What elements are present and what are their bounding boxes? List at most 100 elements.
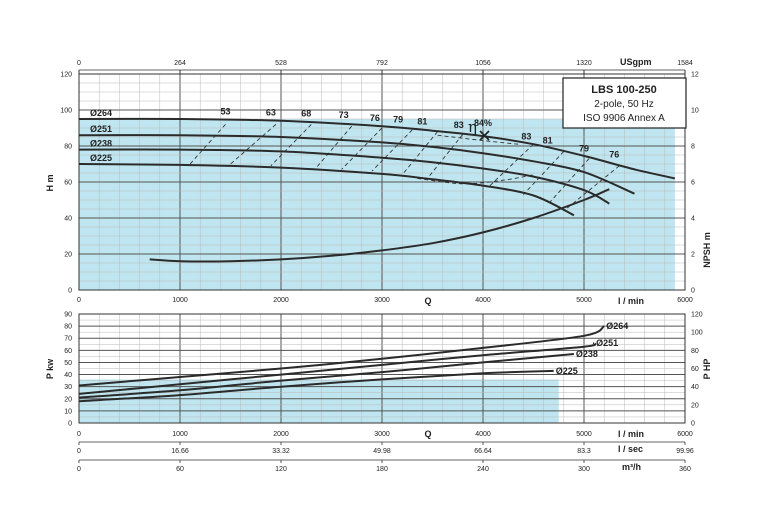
power-y-tick-label: 60 xyxy=(64,348,72,355)
power-x-unit: l / min xyxy=(618,429,644,439)
power-curve-label: Ø264 xyxy=(606,321,628,331)
power-y2-tick-label: 120 xyxy=(691,312,703,319)
extra-axis-tick-label: 49.98 xyxy=(373,448,391,455)
efficiency-contour xyxy=(487,143,534,188)
y-tick-label: 0 xyxy=(68,288,72,295)
head-curve-264 xyxy=(78,117,676,180)
top-tick-label: 1320 xyxy=(576,60,592,67)
power-curve-264 xyxy=(78,325,605,387)
lsec-axis-unit: l / sec xyxy=(618,444,643,454)
y2-tick-label: 12 xyxy=(691,72,699,79)
x-axis-label: Q xyxy=(424,296,431,306)
power-tick-labels: 0 1000 2000 3000 4000 5000 6000010203040506070… xyxy=(64,312,703,439)
head-curve-label: Ø251 xyxy=(90,124,112,134)
efficiency-label: 81 xyxy=(417,116,427,126)
extra-axis-tick-label: 360 xyxy=(679,466,691,473)
power-curve-238 xyxy=(78,353,574,399)
y2-axis-label: NPSH m xyxy=(702,232,712,268)
power-curve-label: Ø225 xyxy=(556,366,578,376)
efficiency-label: 79 xyxy=(393,115,403,125)
top-tick-label: 528 xyxy=(275,60,287,67)
efficiency-label: 83 xyxy=(521,132,531,142)
y-tick-label: 40 xyxy=(64,216,72,223)
power-curve-label: Ø238 xyxy=(576,349,598,359)
y2-tick-label: 6 xyxy=(691,180,695,187)
x-tick-label: 1000 xyxy=(172,297,188,304)
top-axis-unit: USgpm xyxy=(620,57,652,67)
power-chart-frame xyxy=(78,313,686,424)
efficiency-contour xyxy=(548,158,590,204)
extra-axis-tick-label: 0 xyxy=(77,466,81,473)
extra-axis-tick-label: 180 xyxy=(376,466,388,473)
power-grid xyxy=(78,313,686,424)
efficiency-contours: 53 63 68 73 76 79 81 83 84% 83 81 79 76 xyxy=(189,107,620,212)
head-curve-251 xyxy=(78,134,635,195)
extra-axis-tick-label: 66.64 xyxy=(474,448,492,455)
power-y-tick-label: 80 xyxy=(64,324,72,331)
y-tick-label: 120 xyxy=(60,72,72,79)
power-x-label: Q xyxy=(424,429,431,439)
power-y-tick-label: 90 xyxy=(64,312,72,319)
m3h-axis-unit: m³/h xyxy=(622,462,641,472)
efficiency-label: 81 xyxy=(543,135,553,145)
x-tick-label: 2000 xyxy=(273,297,289,304)
efficiency-contour xyxy=(230,124,277,165)
power-y2-label: P HP xyxy=(702,359,712,380)
efficiency-label: 73 xyxy=(339,110,349,120)
power-curve-225 xyxy=(78,369,554,403)
extra-axis-tick-label: 16.66 xyxy=(171,448,189,455)
model-title: LBS 100-250 xyxy=(591,84,656,96)
power-x-tick-label: 4000 xyxy=(475,431,491,438)
power-curve-label: Ø251 xyxy=(596,338,618,348)
efficiency-label: 84% xyxy=(474,118,492,128)
efficiency-contour xyxy=(437,134,519,145)
power-y2-tick-label: 0 xyxy=(691,421,695,428)
y-tick-label: 20 xyxy=(64,252,72,259)
head-curve-NPSH xyxy=(149,188,610,263)
extra-axis-tick-label: 60 xyxy=(176,466,184,473)
extra-axis-tick-label: 83.3 xyxy=(577,448,591,455)
top-tick-label: 1056 xyxy=(475,60,491,67)
power-y-tick-label: 40 xyxy=(64,372,72,379)
power-y-tick-label: 0 xyxy=(68,421,72,428)
power-y-label: P kw xyxy=(45,358,55,379)
head-curves: Ø264 Ø251 Ø238 Ø225 xyxy=(78,108,676,263)
y-tick-label: 100 xyxy=(60,108,72,115)
y2-tick-label: 0 xyxy=(691,288,695,295)
efficiency-contour xyxy=(341,127,383,170)
power-y-tick-label: 30 xyxy=(64,384,72,391)
extra-axis-tick-label: 120 xyxy=(275,466,287,473)
efficiency-label: 79 xyxy=(579,143,589,153)
power-y2-tick-label: 40 xyxy=(691,384,699,391)
power-y-tick-label: 70 xyxy=(64,336,72,343)
power-y-tick-label: 20 xyxy=(64,396,72,403)
head-curve-label: Ø264 xyxy=(90,108,112,118)
x-tick-label: 4000 xyxy=(475,297,491,304)
y2-tick-label: 8 xyxy=(691,144,695,151)
power-x-tick-label: 5000 xyxy=(576,431,592,438)
efficiency-label: 63 xyxy=(266,107,276,117)
power-y2-tick-label: 60 xyxy=(691,366,699,373)
efficiency-contour xyxy=(427,134,464,179)
efficiency-contour xyxy=(371,129,413,172)
head-curve-label: Ø238 xyxy=(90,139,112,149)
power-curve-251 xyxy=(78,342,597,395)
x-tick-label: 0 xyxy=(77,297,81,304)
efficiency-contour xyxy=(189,124,226,165)
y-tick-label: 60 xyxy=(64,180,72,187)
efficiency-contour xyxy=(401,131,438,176)
efficiency-label: 76 xyxy=(370,113,380,123)
power-x-tick-label: 1000 xyxy=(172,431,188,438)
extra-axis-tick-label: 0 xyxy=(77,448,81,455)
power-y2-tick-label: 80 xyxy=(691,348,699,355)
y-axis-label: H m xyxy=(45,174,55,191)
power-x-tick-label: 0 xyxy=(77,431,81,438)
y2-tick-label: 10 xyxy=(691,108,699,115)
efficiency-contour xyxy=(523,151,565,195)
x-axis-unit: l / min xyxy=(618,296,644,306)
